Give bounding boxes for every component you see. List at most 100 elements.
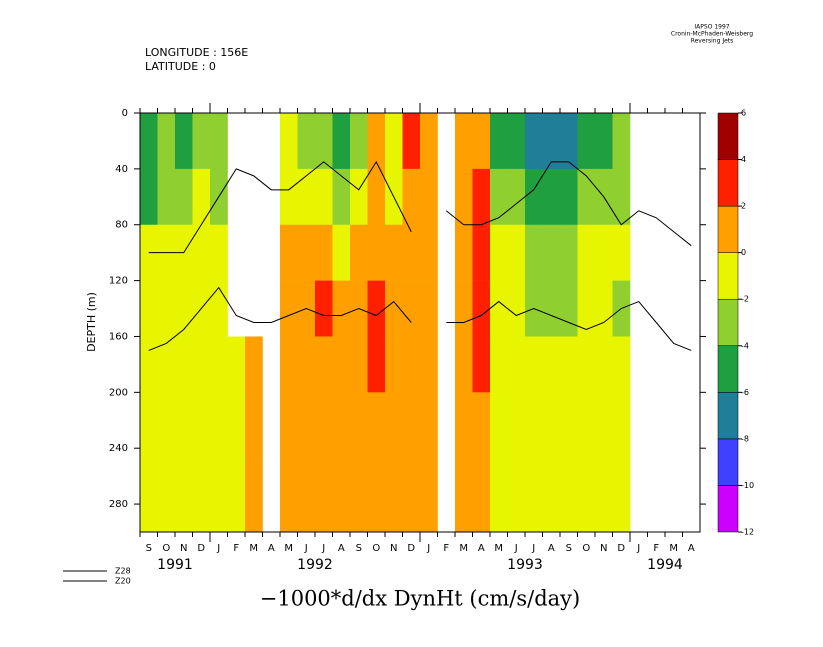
x-tick-label: J <box>216 543 220 554</box>
heat-cell <box>140 168 158 226</box>
heat-cell <box>297 113 316 170</box>
heat-cell <box>210 224 228 281</box>
heat-cell <box>420 113 438 170</box>
colorbar-swatch <box>717 392 739 440</box>
x-tick-label: A <box>478 543 485 554</box>
heat-cell <box>420 168 438 226</box>
heat-cell <box>402 224 421 281</box>
heat-cell <box>577 336 596 393</box>
heat-cell <box>140 336 158 393</box>
y-tick-label: 80 <box>115 220 128 231</box>
heat-cell <box>595 336 613 393</box>
colorbar-label: -10 <box>741 481 754 490</box>
heat-cell <box>507 336 526 393</box>
x-tick-label: J <box>514 543 518 554</box>
heat-cell <box>280 392 298 463</box>
heat-cell <box>385 462 403 533</box>
heat-cell <box>455 392 473 463</box>
year-label: 1993 <box>507 557 543 573</box>
heat-cell <box>175 462 193 533</box>
heat-cell <box>507 392 526 463</box>
heat-cell <box>420 462 438 533</box>
x-tick-label: O <box>372 543 380 554</box>
x-tick-label: F <box>443 543 449 554</box>
heat-cell <box>192 224 211 281</box>
x-tick-label: O <box>582 543 590 554</box>
heat-cell <box>612 224 631 281</box>
heat-cell <box>350 224 368 281</box>
x-tick-label: F <box>233 543 239 554</box>
y-tick-label: 200 <box>109 387 128 398</box>
heat-cell <box>227 392 246 463</box>
heat-cell <box>175 336 193 393</box>
x-tick-label: M <box>669 543 678 554</box>
heat-cell <box>210 280 228 337</box>
heat-cell <box>455 168 473 226</box>
heat-cell <box>420 280 438 337</box>
heat-cell <box>560 462 578 533</box>
annotation: LONGITUDE : 156E <box>145 46 248 59</box>
colorbar-label: 6 <box>741 109 746 118</box>
heat-cell <box>245 462 263 533</box>
heat-cell <box>332 392 351 463</box>
heat-cell <box>192 462 211 533</box>
heat-cell <box>402 336 421 393</box>
y-tick-label: 120 <box>109 276 128 287</box>
colorbar-label: -8 <box>741 434 749 443</box>
heat-cell <box>472 462 491 533</box>
legend-label: Z20 <box>115 577 131 586</box>
heat-cell <box>472 280 491 337</box>
heat-cell <box>367 224 386 281</box>
heat-cell <box>140 462 158 533</box>
heat-cell <box>315 280 333 337</box>
heat-cell <box>227 462 246 533</box>
series-line <box>148 286 692 351</box>
colorbar-label: 4 <box>741 155 746 164</box>
x-tick-label: M <box>494 543 503 554</box>
heat-cell <box>297 224 316 281</box>
x-tick-label: A <box>688 543 695 554</box>
heat-cell <box>157 462 176 533</box>
colorbar-swatch <box>717 485 739 533</box>
heat-cell <box>525 392 543 463</box>
x-tick-label: N <box>390 543 397 554</box>
heat-cell <box>612 336 631 393</box>
heat-cell <box>280 336 298 393</box>
heat-cell <box>210 336 228 393</box>
heat-cell <box>157 168 176 226</box>
x-tick-label: S <box>356 543 362 554</box>
heat-cell <box>542 336 561 393</box>
heat-cell <box>297 336 316 393</box>
heat-cell <box>525 168 543 226</box>
x-tick-label: A <box>338 543 345 554</box>
heat-cell <box>332 462 351 533</box>
colorbar-label: -12 <box>741 528 754 537</box>
heat-cell <box>385 113 403 170</box>
heat-cell <box>245 392 263 463</box>
x-tick-label: F <box>653 543 659 554</box>
heat-cell <box>490 224 508 281</box>
x-tick-label: D <box>407 543 415 554</box>
x-tick-label: N <box>600 543 607 554</box>
y-tick-label: 280 <box>109 499 128 510</box>
heat-cell <box>402 280 421 337</box>
heat-cell <box>507 280 526 337</box>
heat-cell <box>472 392 491 463</box>
heat-cell <box>350 462 368 533</box>
y-axis-label: DEPTH (m) <box>85 292 98 352</box>
heat-cell <box>612 462 631 533</box>
heat-cell <box>455 224 473 281</box>
heat-cell <box>577 168 596 226</box>
heat-cell <box>542 168 561 226</box>
heat-cell <box>542 224 561 281</box>
x-tick-label: D <box>617 543 625 554</box>
heat-cell <box>385 280 403 337</box>
heat-cell <box>140 392 158 463</box>
heat-cell <box>455 336 473 393</box>
heat-cell <box>280 224 298 281</box>
heat-cell <box>420 224 438 281</box>
heat-cell <box>175 168 193 226</box>
heat-cell <box>490 113 508 170</box>
heat-cell <box>332 168 351 226</box>
heat-cell <box>157 336 176 393</box>
